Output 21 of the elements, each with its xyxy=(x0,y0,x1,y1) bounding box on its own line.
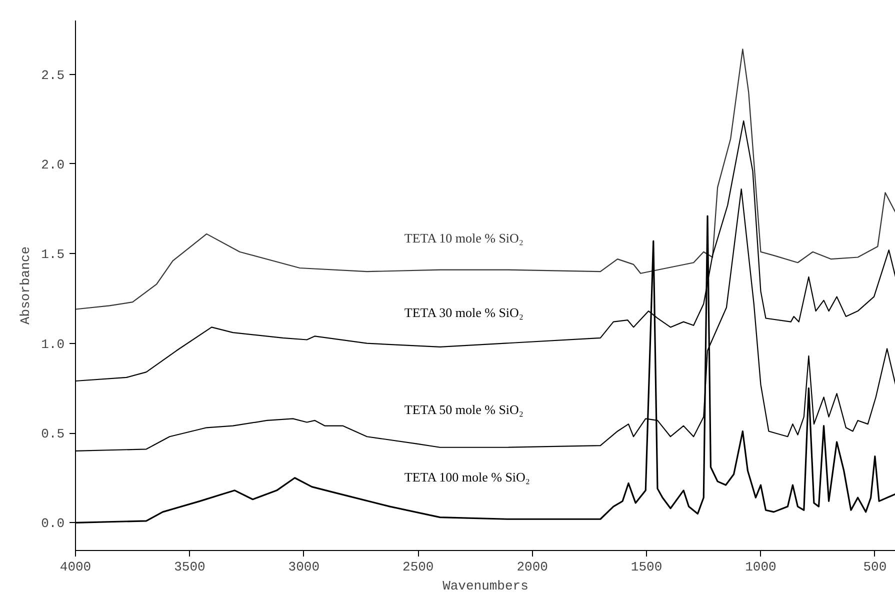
y-tick-label: 1.5 xyxy=(41,247,64,262)
x-axis-title: Wavenumbers xyxy=(442,578,528,594)
series-label: TETA 50 mole % SiO₂ xyxy=(404,402,524,417)
y-tick-label: 1.0 xyxy=(41,336,64,352)
x-tick-label: 2000 xyxy=(516,560,548,574)
series-label: TETA 100 mole % SiO₂ xyxy=(404,470,530,485)
y-tick-label: 2.0 xyxy=(41,157,64,172)
x-tick-label: 1000 xyxy=(745,560,776,574)
y-tick-label: 0.5 xyxy=(41,426,64,442)
x-tick-label: 1500 xyxy=(630,560,662,574)
series-label: TETA 10 mole % SiO₂ xyxy=(404,230,524,246)
line-series xyxy=(76,48,895,310)
y-tick-label: 2.5 xyxy=(41,68,64,83)
x-tick-label: 3000 xyxy=(288,560,320,574)
y-tick-label: 0.0 xyxy=(41,516,64,532)
x-tick-label: 500 xyxy=(863,560,887,574)
y-axis-title: Absorbance xyxy=(18,246,34,325)
x-tick-label: 2500 xyxy=(402,560,434,574)
x-tick-label: 4000 xyxy=(60,560,92,574)
x-tick-label: 3500 xyxy=(174,560,206,574)
series-label: TETA 30 mole % SiO₂ xyxy=(404,305,524,320)
